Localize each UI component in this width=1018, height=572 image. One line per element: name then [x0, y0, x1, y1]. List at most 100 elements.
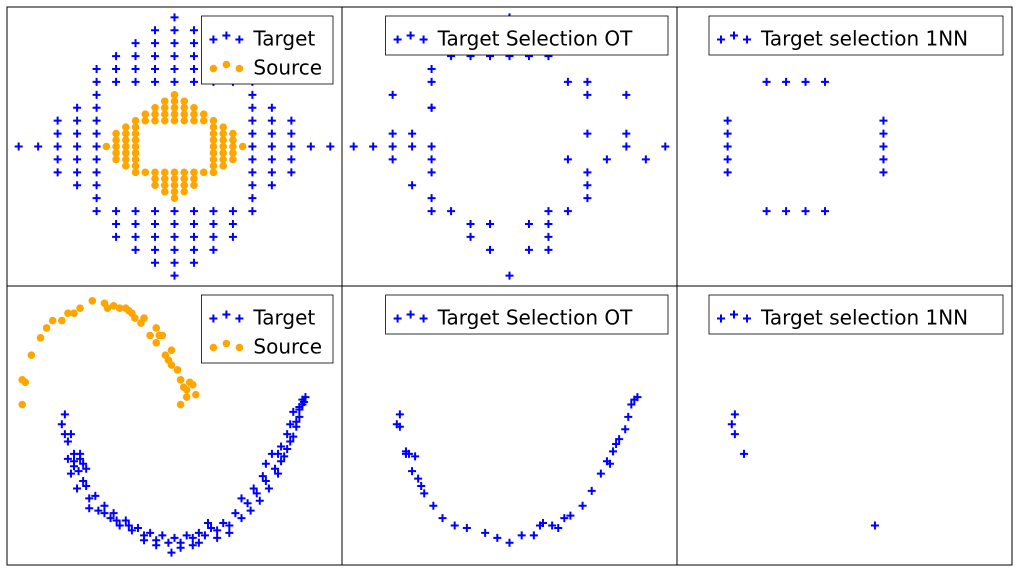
target-point	[100, 501, 109, 510]
target-point	[248, 103, 257, 112]
target-point	[151, 26, 160, 35]
legend-marker	[235, 35, 244, 44]
target-point	[170, 77, 179, 86]
target-point	[151, 207, 160, 216]
source-point	[229, 155, 237, 164]
source-point	[209, 129, 218, 138]
target-point	[131, 207, 140, 216]
target-point	[267, 155, 276, 164]
source-point	[182, 393, 191, 401]
target-point	[624, 412, 633, 421]
target-point	[170, 232, 179, 241]
target-point	[267, 449, 276, 458]
target-point	[633, 393, 642, 402]
legend-box	[385, 294, 669, 335]
source-point	[131, 123, 140, 131]
target-point	[566, 511, 575, 520]
target-point	[661, 142, 670, 151]
target-point	[219, 519, 228, 528]
target-point	[879, 129, 888, 138]
target-point	[287, 168, 296, 177]
source-point	[219, 142, 227, 151]
source-point	[27, 351, 36, 359]
source-point	[173, 366, 182, 374]
target-point	[164, 538, 173, 547]
legend-label: Target	[252, 306, 315, 330]
target-point	[462, 523, 471, 532]
source-point	[151, 110, 159, 119]
target-point	[289, 407, 298, 416]
source-point	[160, 168, 169, 177]
target-point	[112, 77, 121, 86]
source-point	[209, 149, 218, 157]
target-point	[92, 194, 101, 203]
target-point	[170, 258, 179, 267]
target-point	[151, 220, 160, 228]
target-point	[411, 452, 420, 461]
target-point	[76, 454, 85, 463]
target-point	[228, 232, 237, 241]
target-point	[53, 116, 62, 125]
source-point	[103, 304, 112, 313]
source-point	[180, 110, 189, 119]
source-point	[109, 301, 118, 310]
target-point	[295, 412, 304, 421]
target-point	[112, 232, 121, 241]
target-point	[427, 142, 436, 151]
source-point	[76, 304, 84, 313]
source-point	[170, 194, 179, 202]
source-point	[190, 103, 198, 112]
source-point	[164, 356, 173, 364]
source-point	[152, 338, 161, 347]
target-point	[493, 533, 502, 542]
source-point	[158, 331, 167, 340]
target-point	[401, 449, 410, 458]
target-point	[740, 449, 748, 458]
source-point	[180, 116, 189, 125]
legend-marker	[209, 64, 218, 73]
source-point	[209, 155, 218, 164]
source-point	[219, 162, 227, 170]
source-point	[209, 123, 218, 131]
source-point	[140, 314, 148, 322]
source-point	[170, 91, 179, 99]
source-point	[128, 309, 136, 317]
target-point	[146, 528, 155, 537]
axes-top-left: Target Source	[6, 6, 343, 287]
target-point	[583, 90, 592, 99]
target-point	[209, 245, 218, 254]
target-point	[176, 543, 185, 552]
target-point	[267, 181, 276, 190]
series-source	[102, 91, 247, 202]
target-point	[277, 457, 286, 466]
source-point	[122, 149, 130, 157]
target-point	[170, 220, 179, 228]
target-point	[63, 437, 72, 446]
target-point	[82, 481, 91, 490]
target-point	[57, 420, 66, 429]
target-point	[369, 142, 378, 151]
target-point	[131, 232, 140, 241]
legend-marker	[743, 314, 751, 323]
target-point	[267, 168, 276, 177]
legend-box	[385, 15, 669, 56]
source-point	[141, 168, 150, 177]
target-point	[606, 459, 614, 468]
source-point	[160, 174, 169, 183]
target-point	[252, 489, 261, 498]
target-point	[524, 245, 533, 254]
source-point	[219, 136, 227, 144]
target-point	[609, 447, 618, 456]
target-point	[73, 155, 82, 164]
target-point	[730, 410, 739, 419]
legend-marker	[235, 314, 244, 323]
target-point	[306, 142, 315, 151]
target-point	[427, 103, 436, 112]
legend-marker	[222, 310, 231, 319]
target-point	[408, 467, 417, 476]
target-point	[189, 65, 198, 73]
target-point	[151, 77, 160, 86]
target-point	[274, 469, 283, 478]
target-point	[151, 52, 160, 61]
source-point	[21, 378, 30, 387]
